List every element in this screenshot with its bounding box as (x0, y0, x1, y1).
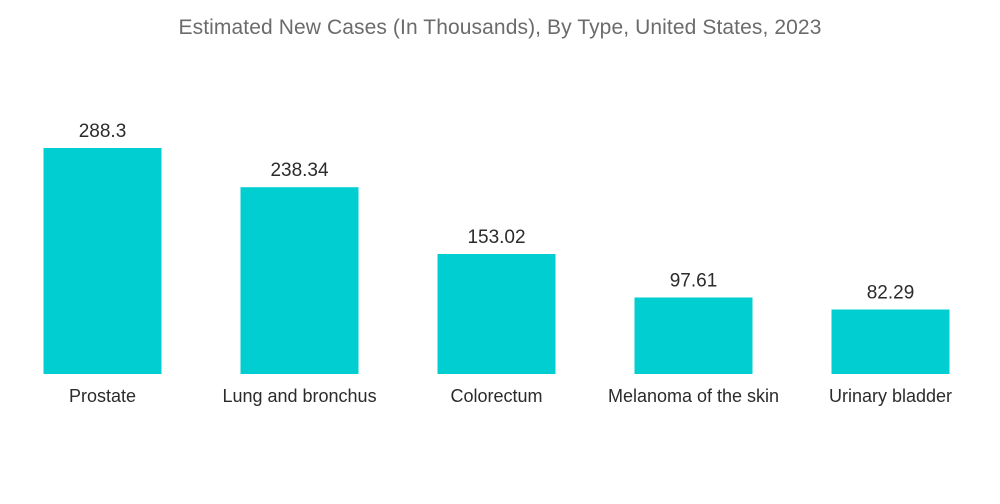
category-label-4: Melanoma of the skin (608, 386, 779, 406)
category-label-1: Prostate (69, 386, 136, 406)
value-label-3: 153.02 (467, 227, 525, 248)
bar-5 (831, 309, 950, 374)
bar-3 (437, 254, 556, 374)
bar-2 (240, 187, 359, 374)
bar-1 (43, 148, 162, 374)
value-labels-layer: 288.3 238.34 153.02 97.61 82.29 (79, 121, 915, 304)
bars-layer (43, 148, 950, 374)
category-labels-layer: Prostate Lung and bronchus Colorectum Melan… (69, 386, 952, 406)
value-label-4: 97.61 (670, 271, 718, 292)
category-label-2: Lung and bronchus (222, 386, 376, 406)
value-label-5: 82.29 (867, 283, 915, 304)
value-label-2: 238.34 (270, 160, 329, 181)
category-label-5: Urinary bladder (829, 386, 952, 406)
category-label-3: Colorectum (450, 386, 542, 406)
value-label-1: 288.3 (79, 121, 127, 142)
chart-title: Estimated New Cases (In Thousands), By T… (178, 16, 822, 39)
bar-4 (634, 297, 753, 374)
